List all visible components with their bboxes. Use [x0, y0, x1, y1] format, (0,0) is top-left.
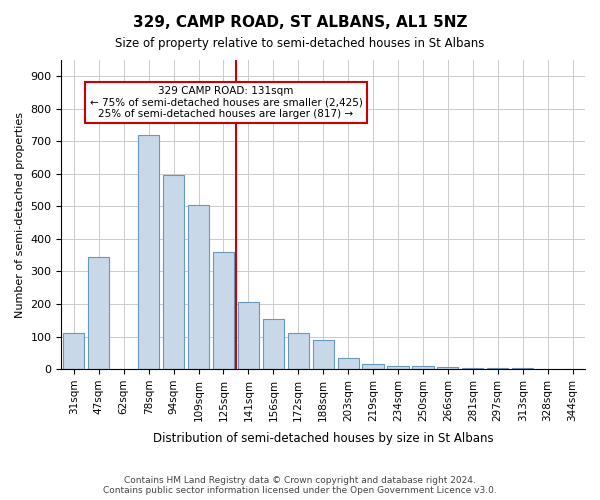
Bar	[338, 358, 359, 369]
Bar	[238, 302, 259, 369]
Text: 329 CAMP ROAD: 131sqm
← 75% of semi-detached houses are smaller (2,425)
25% of s: 329 CAMP ROAD: 131sqm ← 75% of semi-deta…	[89, 86, 362, 119]
Bar	[437, 368, 458, 369]
Bar	[188, 205, 209, 369]
Bar	[512, 368, 533, 369]
Y-axis label: Number of semi-detached properties: Number of semi-detached properties	[15, 112, 25, 318]
Bar	[163, 176, 184, 369]
Bar	[313, 340, 334, 369]
Bar	[287, 334, 309, 369]
Bar	[487, 368, 508, 369]
X-axis label: Distribution of semi-detached houses by size in St Albans: Distribution of semi-detached houses by …	[153, 432, 494, 445]
Bar	[388, 366, 409, 369]
Bar	[263, 318, 284, 369]
Text: Contains HM Land Registry data © Crown copyright and database right 2024.
Contai: Contains HM Land Registry data © Crown c…	[103, 476, 497, 495]
Text: Size of property relative to semi-detached houses in St Albans: Size of property relative to semi-detach…	[115, 38, 485, 51]
Text: 329, CAMP ROAD, ST ALBANS, AL1 5NZ: 329, CAMP ROAD, ST ALBANS, AL1 5NZ	[133, 15, 467, 30]
Bar	[63, 334, 85, 369]
Bar	[88, 257, 109, 369]
Bar	[138, 135, 159, 369]
Bar	[362, 364, 383, 369]
Bar	[412, 366, 434, 369]
Bar	[213, 252, 234, 369]
Bar	[462, 368, 484, 369]
